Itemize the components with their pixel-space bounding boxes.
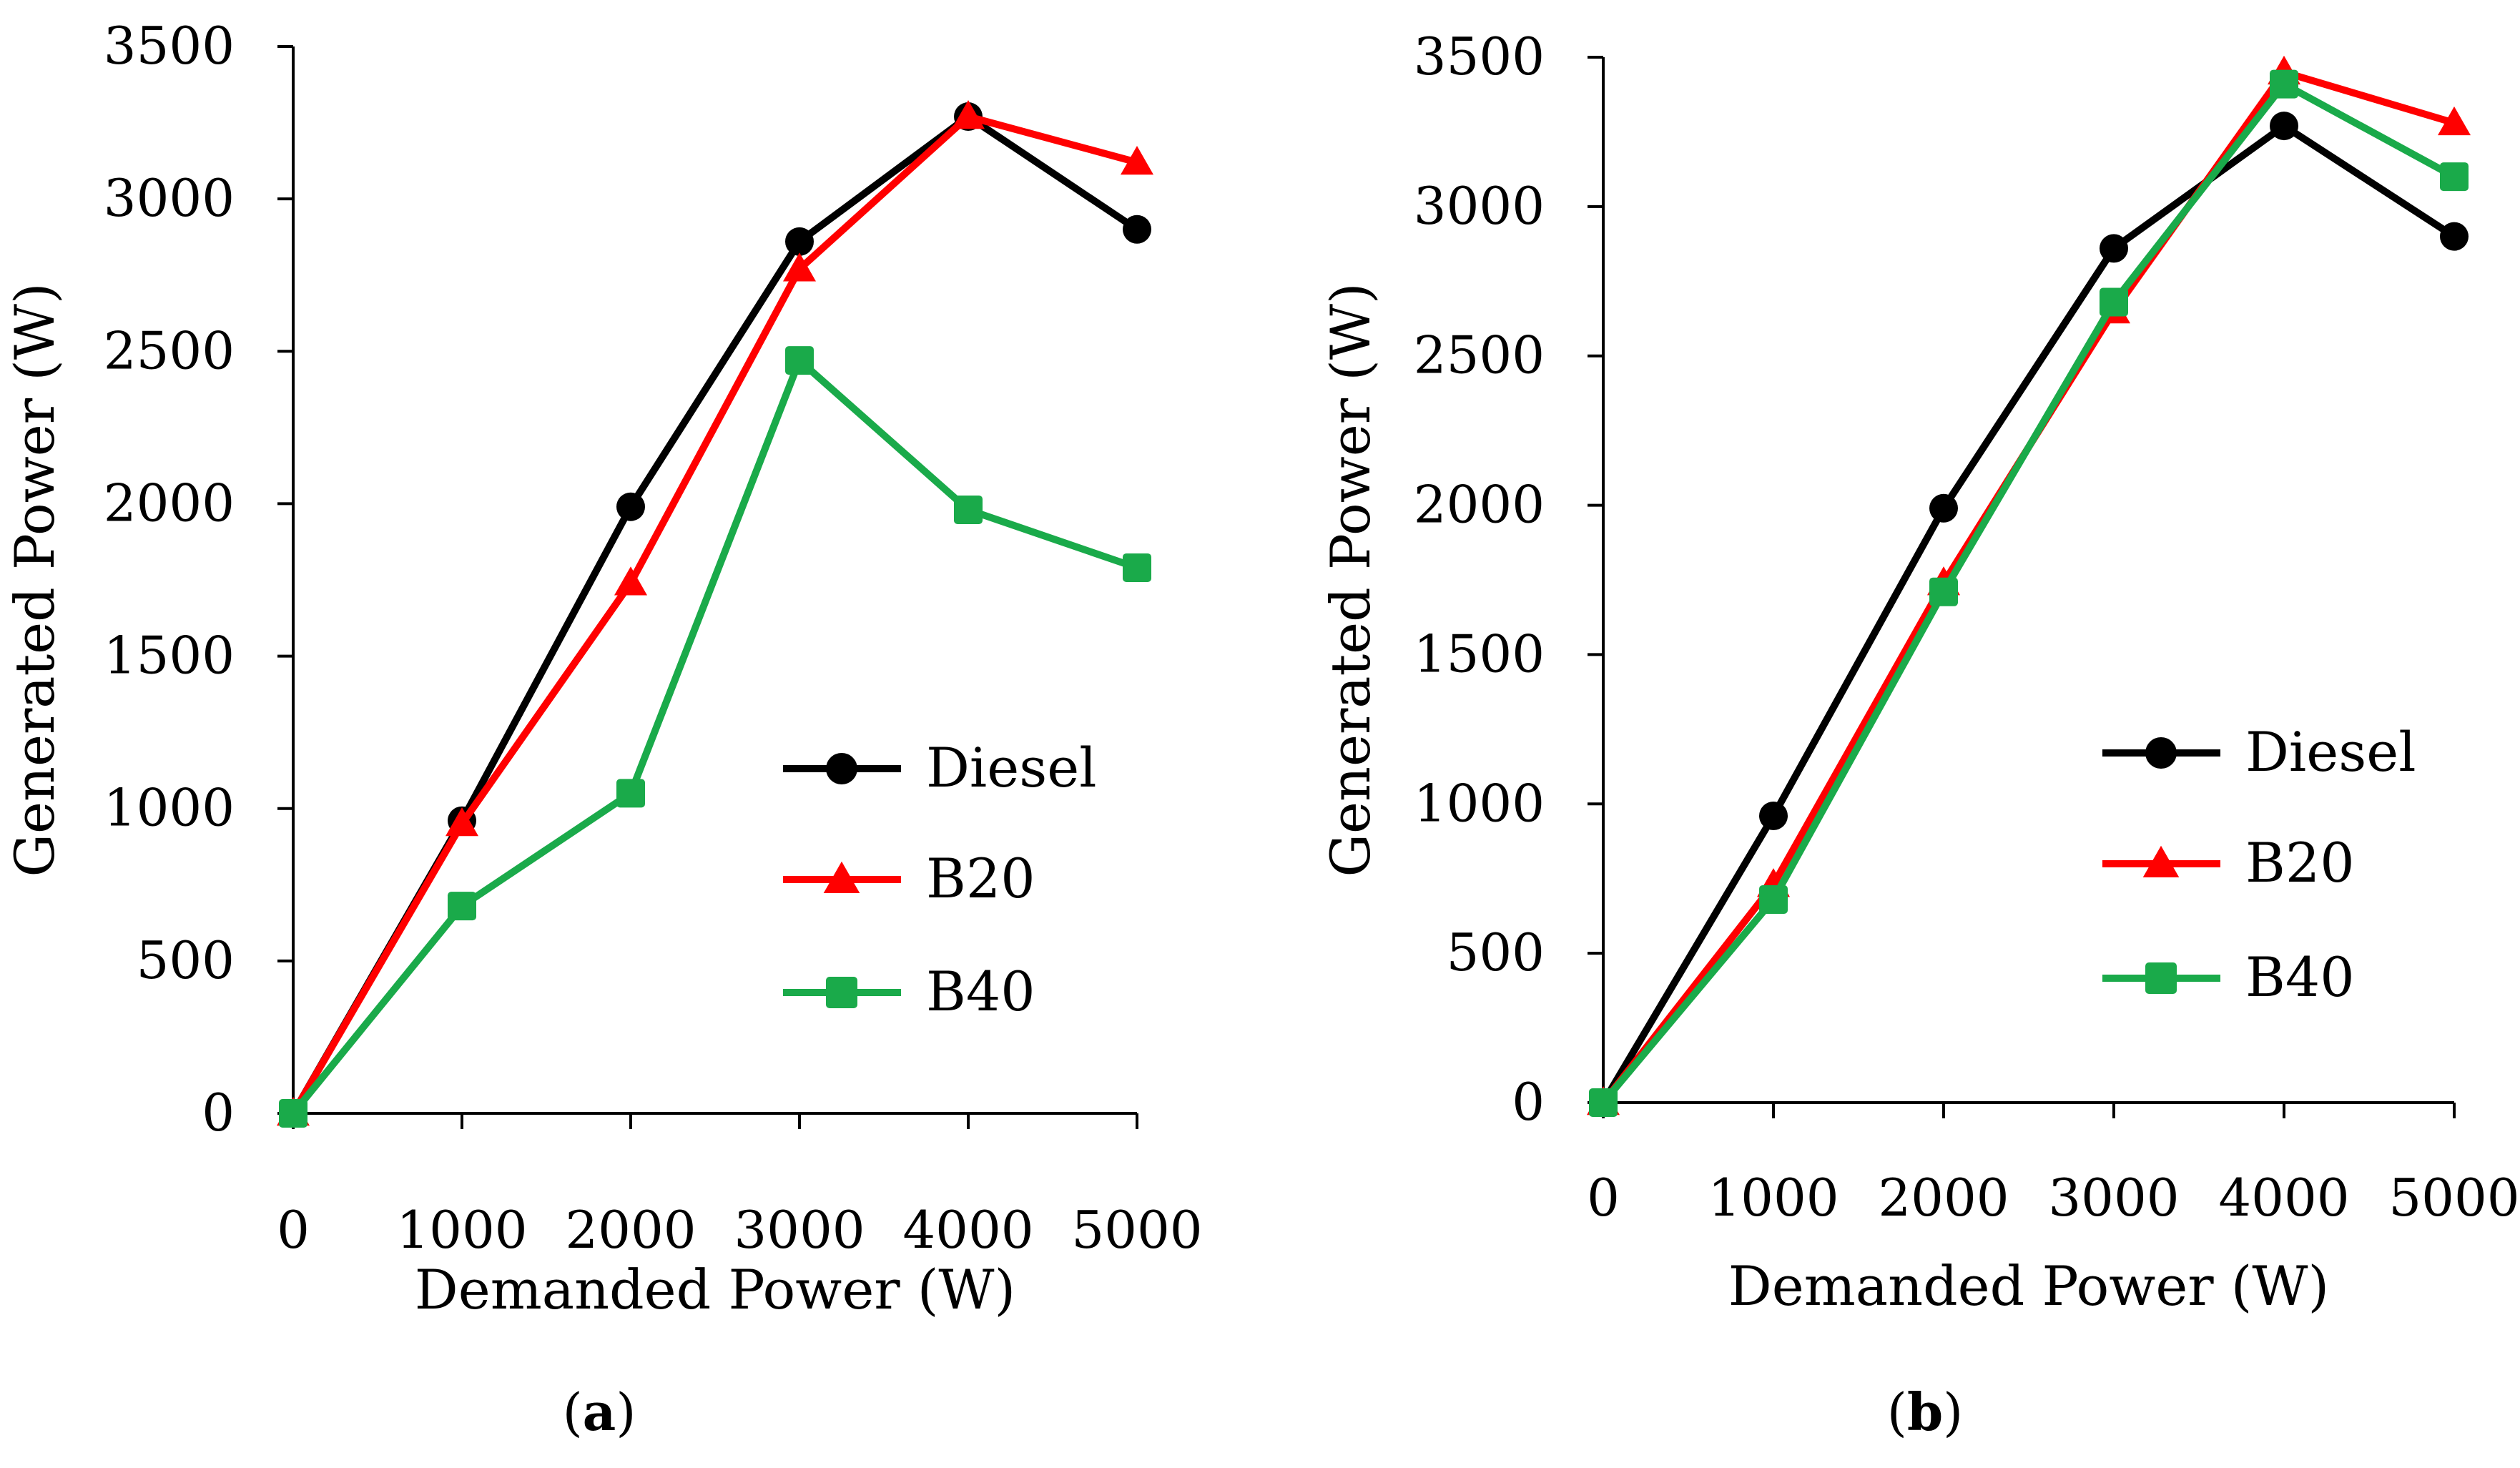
y-axis-label: Generated Power (W) (3, 282, 67, 877)
x-axis-label: Demanded Power (W) (1728, 1254, 2329, 1318)
data-point-b20 (614, 566, 647, 596)
y-tick-label: 1500 (1414, 624, 1545, 684)
y-tick-label: 500 (1447, 922, 1545, 982)
y-tick-label: 2000 (104, 473, 235, 533)
data-point-diesel (2440, 222, 2469, 251)
data-point-b40 (279, 1099, 307, 1128)
data-point-b40 (1929, 577, 1958, 606)
y-tick-label: 1500 (104, 626, 235, 686)
y-tick-label: 500 (137, 930, 235, 990)
y-tick-label: 3000 (1414, 176, 1545, 236)
data-point-b20 (783, 252, 816, 282)
legend-label: Diesel (2245, 720, 2416, 784)
x-tick-label: 0 (277, 1200, 310, 1260)
panel-caption: (a) (563, 1381, 636, 1442)
legend-label: B40 (2245, 945, 2355, 1009)
data-point-diesel (1759, 801, 1788, 830)
legend-marker-b20 (823, 861, 860, 893)
series-line-b20 (290, 113, 1138, 1115)
x-tick-label: 2000 (1878, 1168, 2009, 1228)
data-point-b40 (2440, 162, 2469, 192)
legend-marker-b20 (2142, 845, 2180, 877)
legend-marker-diesel (826, 753, 857, 784)
series-line-b40 (290, 357, 1138, 1116)
series-line-diesel (1600, 122, 2456, 1105)
data-point-b20 (1121, 145, 1153, 175)
x-tick-label: 2000 (565, 1200, 696, 1260)
data-point-b40 (2270, 69, 2298, 99)
series-diesel (1589, 112, 2469, 1117)
legend-marker-diesel (2145, 737, 2177, 769)
x-tick-label: 3000 (2048, 1168, 2179, 1228)
y-tick-label: 2000 (1414, 475, 1545, 535)
legend: Diesel B20 B40 (2102, 720, 2416, 1009)
chart-panel-a: 0 500 1000 1500 2000 2500 3000 3500 0 1000 2000 300… (3, 16, 1203, 1442)
y-tick-label: 2500 (104, 320, 235, 380)
legend-label: B20 (926, 847, 1035, 910)
x-tick-label: 3000 (734, 1200, 865, 1260)
data-point-b40 (1589, 1088, 1618, 1117)
data-point-b40 (785, 346, 814, 375)
series-b40 (279, 346, 1151, 1128)
panel-caption: (b) (1887, 1381, 1964, 1442)
y-tick-label: 0 (202, 1083, 235, 1143)
series-line-b40 (1600, 80, 2456, 1105)
data-point-diesel (2270, 112, 2298, 141)
x-tick-label: 5000 (1071, 1200, 1202, 1260)
y-tick-label: 1000 (104, 778, 235, 838)
legend-label: B40 (926, 960, 1035, 1023)
data-point-b40 (616, 779, 645, 808)
y-tick-label: 3000 (104, 168, 235, 228)
legend: Diesel B20 B40 (783, 736, 1097, 1023)
data-point-b40 (1759, 885, 1788, 914)
legend-label: B20 (2245, 831, 2355, 895)
y-tick-label: 2500 (1414, 325, 1545, 385)
data-point-diesel (1123, 215, 1151, 244)
legend-marker-b40 (826, 977, 857, 1008)
y-tick-label: 0 (1512, 1072, 1545, 1132)
data-point-b40 (2100, 287, 2128, 317)
x-tick-label: 1000 (396, 1200, 527, 1260)
legend-label: Diesel (926, 736, 1097, 799)
x-tick-label: 0 (1587, 1168, 1620, 1228)
data-point-b40 (448, 892, 476, 921)
x-tick-label: 4000 (902, 1200, 1033, 1260)
x-axis-label: Demanded Power (W) (415, 1258, 1015, 1321)
data-point-diesel (1929, 493, 1958, 523)
legend-marker-b40 (2145, 962, 2177, 994)
data-point-diesel (616, 492, 645, 521)
data-point-b40 (954, 495, 983, 524)
panel-label: b (1907, 1381, 1943, 1442)
data-point-b20 (2438, 106, 2471, 136)
data-point-diesel (2100, 234, 2128, 263)
series-b40 (1589, 69, 2469, 1117)
y-tick-label: 3500 (104, 16, 235, 76)
x-tick-label: 5000 (2388, 1168, 2519, 1228)
data-point-b20 (952, 100, 985, 129)
x-tick-label: 1000 (1708, 1168, 1839, 1228)
chart-panel-b: 0 500 1000 1500 2000 2500 3000 3500 0 1000 2000 300… (1319, 26, 2520, 1442)
panel-label: a (583, 1381, 616, 1442)
x-tick-label: 4000 (2218, 1168, 2349, 1228)
data-point-diesel (785, 227, 814, 256)
data-point-b40 (1123, 553, 1151, 582)
y-tick-label: 3500 (1414, 26, 1545, 87)
y-axis-label: Generated Power (W) (1319, 282, 1382, 877)
data-point-b20 (446, 807, 478, 837)
y-tick-label: 1000 (1414, 773, 1545, 833)
